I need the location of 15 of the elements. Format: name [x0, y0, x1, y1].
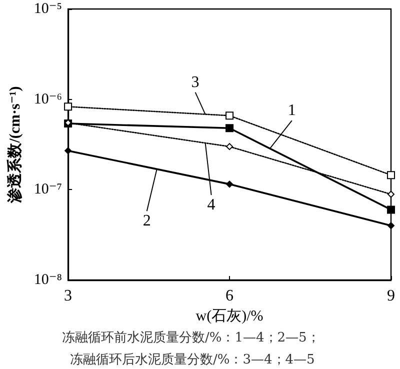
x-tick-label: 9: [387, 288, 395, 304]
y-tick-label: 10⁻⁷: [34, 182, 62, 198]
series-label: 3: [191, 74, 200, 91]
x-axis-title: w(石灰)/%: [196, 308, 264, 324]
y-tick-label: 10⁻⁸: [34, 272, 62, 288]
y-tick-label: 10⁻⁶: [34, 91, 62, 108]
x-tick-label: 6: [226, 288, 234, 304]
text: 冻融循环后水泥质量分数/%：3—4；4—5: [70, 352, 315, 368]
text: 4: [207, 196, 216, 214]
text: 冻融循环前水泥质量分数/%：1—4；2—5；: [62, 330, 320, 346]
text: 1: [288, 102, 296, 120]
x-tick-label: 3: [64, 288, 72, 304]
y-tick-label: 10⁻⁵: [34, 1, 62, 17]
text: 2: [142, 212, 151, 230]
y-axis-title: 渗透系数/(cm·s⁻¹): [6, 86, 24, 204]
